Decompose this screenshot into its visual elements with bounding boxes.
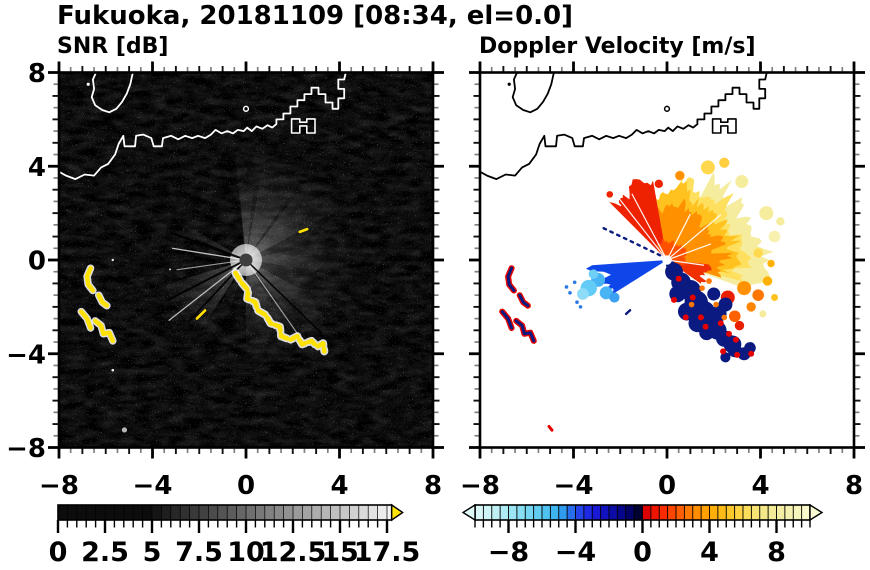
svg-text:10: 10 xyxy=(227,537,265,568)
snr-plot-area xyxy=(59,72,433,448)
doppler-panel: −8 −4 0 4 8 xyxy=(460,61,865,501)
svg-text:4: 4 xyxy=(751,471,769,501)
svg-text:4: 4 xyxy=(700,537,719,568)
svg-text:8: 8 xyxy=(424,471,442,501)
snr-radar-center-dot xyxy=(239,253,253,267)
svg-text:−8: −8 xyxy=(460,471,500,501)
svg-text:0: 0 xyxy=(633,537,652,568)
svg-text:7.5: 7.5 xyxy=(175,537,223,568)
svg-text:−8: −8 xyxy=(6,434,46,464)
doppler-radar-center-dot xyxy=(662,255,672,265)
svg-text:−4: −4 xyxy=(133,471,173,501)
svg-text:0: 0 xyxy=(28,247,46,277)
doppler-panel-title: Doppler Velocity [m/s] xyxy=(479,34,756,59)
svg-text:−4: −4 xyxy=(554,471,594,501)
snr-colorbar-over-arrow xyxy=(391,503,404,522)
doppler-tick-labels: −8 −4 0 4 8 xyxy=(460,471,863,501)
svg-text:4: 4 xyxy=(28,153,46,183)
snr-tick-labels: −8 −4 0 4 8 8 4 0 −4 −8 xyxy=(6,59,442,501)
svg-text:−8: −8 xyxy=(488,537,529,568)
svg-text:−4: −4 xyxy=(6,340,46,370)
doppler-colorbar-over-arrow xyxy=(809,503,824,522)
svg-text:12.5: 12.5 xyxy=(260,537,327,568)
svg-text:4: 4 xyxy=(330,471,348,501)
snr-clutter-yellow xyxy=(77,227,329,356)
svg-text:5: 5 xyxy=(143,537,162,568)
snr-axes xyxy=(48,61,444,459)
doppler-aliased-navy-band xyxy=(665,259,756,363)
doppler-colorbar: −8 −4 0 4 8 xyxy=(461,503,824,568)
doppler-colorbar-under-arrow xyxy=(461,503,476,522)
svg-text:0: 0 xyxy=(658,471,676,501)
islet-outline xyxy=(242,105,250,112)
svg-text:8: 8 xyxy=(767,537,786,568)
svg-text:2.5: 2.5 xyxy=(81,537,129,568)
svg-text:−8: −8 xyxy=(39,471,79,501)
svg-text:0: 0 xyxy=(49,537,68,568)
doppler-blue-wedge xyxy=(564,260,667,309)
svg-text:17.5: 17.5 xyxy=(354,537,421,568)
figure-title: Fukuoka, 20181109 [08:34, el=0.0] xyxy=(57,1,573,31)
svg-text:−4: −4 xyxy=(555,537,596,568)
snr-panel-title: SNR [dB] xyxy=(57,34,168,59)
islet-outline xyxy=(663,105,671,112)
doppler-axes xyxy=(469,61,865,459)
svg-text:8: 8 xyxy=(28,59,46,89)
svg-text:8: 8 xyxy=(845,471,863,501)
snr-panel: −8 −4 0 4 8 8 4 0 −4 −8 xyxy=(6,59,444,501)
svg-text:0: 0 xyxy=(237,471,255,501)
svg-text:15: 15 xyxy=(321,537,359,568)
doppler-plot-area xyxy=(480,72,854,448)
